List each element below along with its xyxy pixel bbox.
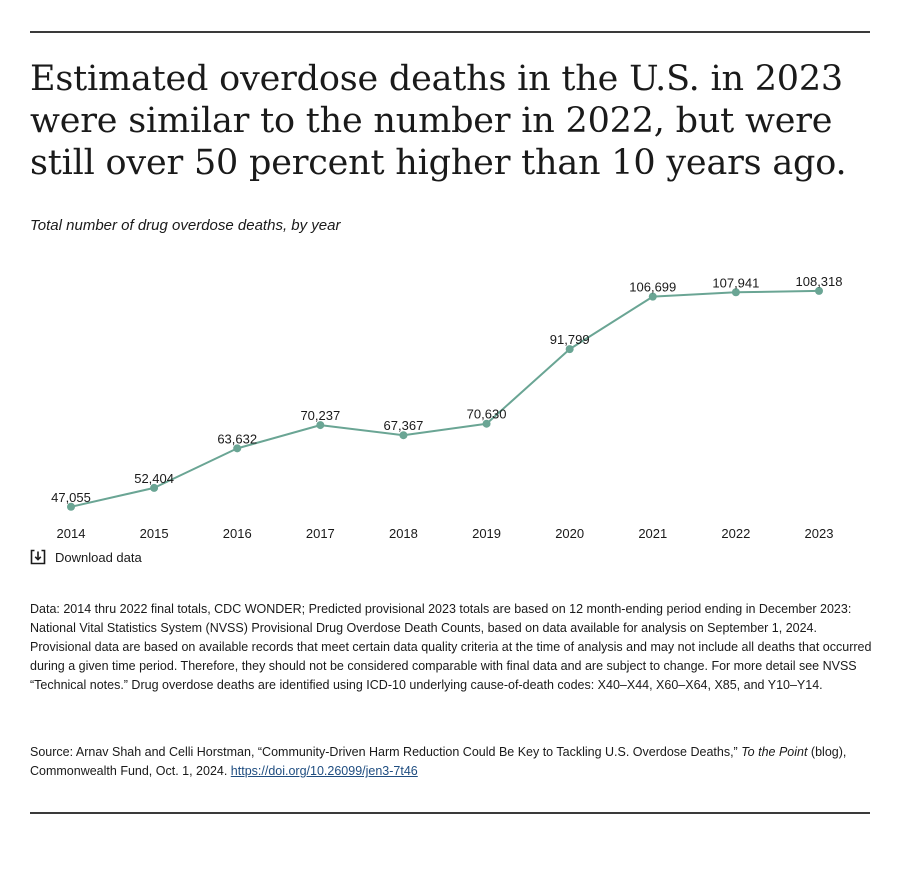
data-point-2018[interactable] <box>399 431 408 440</box>
download-icon <box>30 549 46 565</box>
data-point-2022[interactable] <box>731 288 740 297</box>
data-label-2017: 70,237 <box>300 408 340 423</box>
data-point-2023[interactable] <box>815 286 823 295</box>
data-label-2014: 47,055 <box>51 490 91 505</box>
x-tick-2023: 2023 <box>805 526 834 541</box>
x-tick-2017: 2017 <box>306 526 335 541</box>
download-data-label: Download data <box>55 549 142 565</box>
data-label-2019: 70,630 <box>467 407 507 422</box>
bottom-rule <box>30 812 870 814</box>
top-rule <box>30 31 870 33</box>
source-publication: To the Point <box>741 745 808 759</box>
data-label-2015: 52,404 <box>134 471 174 486</box>
data-label-2016: 63,632 <box>217 431 257 446</box>
source-prefix: Source: Arnav Shah and Celli Horstman, “… <box>30 745 742 759</box>
chart-subtitle: Total number of drug overdose deaths, by… <box>30 217 341 234</box>
data-point-2014[interactable] <box>67 502 75 511</box>
data-label-2018: 67,367 <box>384 418 424 433</box>
data-point-2016[interactable] <box>233 444 242 453</box>
x-tick-2021: 2021 <box>638 526 667 541</box>
data-point-2015[interactable] <box>150 483 159 492</box>
overdose-line-chart: 47,055 52,404 63,632 70,237 67,367 70,630 91,7… <box>51 274 843 541</box>
data-label-2023: 108,318 <box>796 274 843 289</box>
x-tick-2018: 2018 <box>389 526 418 541</box>
x-tick-2020: 2020 <box>555 526 584 541</box>
x-tick-2014: 2014 <box>57 526 86 541</box>
data-label-2020: 91,799 <box>550 332 590 347</box>
source-citation: Source: Arnav Shah and Celli Horstman, “… <box>30 743 875 781</box>
source-suffix: (blog), Commonwealth Fund, Oct. 1, 2024. <box>30 745 847 778</box>
data-point-2020[interactable] <box>565 345 574 354</box>
x-tick-2015: 2015 <box>140 526 169 541</box>
source-doi-link[interactable]: https://doi.org/10.26099/jen3-7t46 <box>230 764 418 778</box>
x-tick-2016: 2016 <box>223 526 252 541</box>
data-point-2017[interactable] <box>316 421 325 430</box>
data-label-2022: 107,941 <box>712 275 759 290</box>
download-data-button[interactable]: Download data <box>30 549 142 565</box>
x-tick-2022: 2022 <box>721 526 750 541</box>
headline: Estimated overdose deaths in the U.S. in… <box>30 59 847 183</box>
x-tick-2019: 2019 <box>472 526 501 541</box>
data-point-2021[interactable] <box>648 292 657 301</box>
series-line <box>70 289 820 508</box>
data-point-2019[interactable] <box>482 419 491 428</box>
data-notes: Data: 2014 thru 2022 final totals, CDC W… <box>30 602 872 692</box>
data-label-2021: 106,699 <box>629 280 676 295</box>
